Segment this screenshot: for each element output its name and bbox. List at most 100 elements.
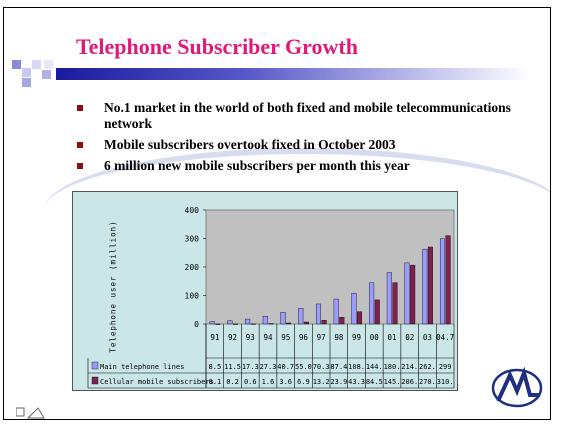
bar-cellular: [250, 323, 256, 325]
bar-cellular: [215, 323, 221, 325]
bullet-item: No.1 market in the world of both fixed a…: [74, 100, 514, 132]
bar-main-lines: [280, 312, 286, 325]
bullet-text: No.1 market in the world of both fixed a…: [104, 100, 511, 131]
decor-square-3: [32, 60, 41, 69]
data-label: 1.6: [262, 378, 275, 386]
data-label: 0.2: [226, 378, 239, 386]
data-label: 299: [439, 363, 452, 371]
x-tick-label: 02: [405, 333, 414, 342]
bar-main-lines: [422, 248, 428, 325]
data-label: 262.: [419, 363, 436, 371]
data-label: 6.9: [297, 378, 310, 386]
bullet-text: 6 million new mobile subscribers per mon…: [104, 158, 410, 173]
x-tick-label: 97: [317, 333, 326, 342]
x-tick-label: 04.7: [436, 333, 454, 342]
bar-cellular: [286, 322, 292, 325]
data-label: 206.: [401, 378, 418, 386]
bullet-text: Mobile subscribers overtook fixed in Oct…: [104, 137, 396, 152]
bar-main-lines: [209, 321, 215, 325]
bar-cellular: [392, 282, 398, 325]
bar-main-lines: [386, 272, 392, 325]
data-label: 43.3: [348, 378, 365, 386]
data-label: 8.5: [209, 363, 222, 371]
bar-cellular: [233, 323, 239, 325]
x-tick-label: 95: [281, 333, 290, 342]
y-tick-label: 0: [194, 320, 199, 329]
bullet-list: No.1 market in the world of both fixed a…: [74, 100, 514, 179]
slide-nav-icon[interactable]: [16, 406, 46, 420]
y-tick-label: 400: [185, 206, 200, 215]
bar-cellular: [321, 320, 327, 325]
bullet-item: 6 million new mobile subscribers per mon…: [74, 158, 514, 174]
decor-square-1: [12, 60, 21, 69]
y-tick-label: 300: [185, 235, 200, 244]
decor-square-4: [42, 70, 51, 79]
data-label: 108.: [348, 363, 365, 371]
x-tick-label: 99: [352, 333, 361, 342]
bar-main-lines: [351, 292, 357, 325]
x-tick-label: 93: [246, 333, 255, 342]
title-underline-bar: [56, 68, 532, 80]
x-tick-label: 92: [228, 333, 237, 342]
bar-main-lines: [298, 308, 304, 325]
data-label: 27.3: [260, 363, 277, 371]
bar-main-lines: [369, 282, 375, 325]
bullet-item: Mobile subscribers overtook fixed in Oct…: [74, 137, 514, 153]
data-label: 11.5: [224, 363, 241, 371]
data-label: 180.: [384, 363, 401, 371]
bar-cellular: [445, 235, 451, 325]
data-label: 145.: [384, 378, 401, 386]
legend-entry: Cellular mobile subscribers: [100, 378, 214, 386]
bar-cellular: [303, 321, 309, 325]
bar-main-lines: [245, 318, 251, 325]
bar-cellular: [374, 299, 380, 325]
bar-cellular: [268, 323, 274, 325]
data-label: 40.7: [277, 363, 294, 371]
x-tick-label: 91: [210, 333, 219, 342]
x-tick-label: 94: [263, 333, 273, 342]
decor-square-5: [22, 78, 31, 87]
data-label: 0.1: [209, 378, 222, 386]
bar-main-lines: [404, 262, 410, 325]
bar-main-lines: [333, 298, 339, 325]
data-label: 87.4: [330, 363, 347, 371]
data-label: 3.6: [279, 378, 292, 386]
data-label: 55.0: [295, 363, 312, 371]
legend-entry: Main telephone lines: [100, 363, 184, 371]
bullet-square-icon: [77, 105, 83, 111]
bullet-square-icon: [77, 163, 83, 169]
bar-chart: 400 300 200 100 0 91 92 93 94 95 96 97 98 99 00 01 02 03 0…: [87, 206, 455, 389]
data-label: 13.2: [313, 378, 330, 386]
bullet-square-icon: [77, 142, 83, 148]
data-label: 310.: [437, 378, 454, 386]
data-label: 0.6: [244, 378, 257, 386]
legend-swatch: [91, 361, 99, 370]
data-label: 17.3: [242, 363, 259, 371]
bar-main-lines: [439, 238, 445, 325]
y-tick-label: 200: [185, 263, 200, 272]
bar-main-lines: [262, 316, 268, 325]
y-tick-label: 100: [185, 292, 200, 301]
x-tick-label: 96: [299, 333, 309, 342]
bar-main-lines: [315, 303, 321, 325]
slide: Telephone Subscriber Growth No.1 market …: [3, 7, 551, 420]
x-tick-label: 98: [334, 333, 344, 342]
data-label: 23.9: [330, 378, 347, 386]
bar-cellular: [339, 316, 345, 325]
data-label: 84.5: [366, 378, 383, 386]
plot-area: [205, 209, 455, 325]
legend-swatch: [91, 376, 99, 385]
y-axis-label: Telephone user (million): [108, 220, 118, 353]
x-tick-label: 03: [423, 333, 432, 342]
background-swoosh: [44, 148, 550, 274]
decor-square-2: [22, 68, 31, 77]
chart-panel: Telephone user (million) 400 300 200 100 0 91…: [72, 191, 458, 391]
x-tick-label: 01: [387, 333, 396, 342]
bar-cellular: [427, 246, 433, 325]
bar-cellular: [357, 311, 363, 325]
x-tick-label: 00: [370, 333, 380, 342]
data-label: 144.: [366, 363, 383, 371]
data-label: 70.3: [313, 363, 330, 371]
bar-main-lines: [227, 320, 233, 325]
bar-cellular: [410, 264, 416, 325]
